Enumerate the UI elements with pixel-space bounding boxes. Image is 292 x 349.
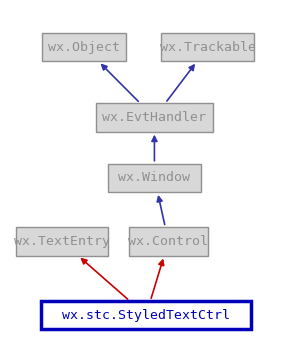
- FancyBboxPatch shape: [108, 164, 201, 192]
- Text: wx.Trackable: wx.Trackable: [160, 41, 256, 54]
- Text: wx.Window: wx.Window: [119, 171, 190, 184]
- FancyBboxPatch shape: [42, 33, 126, 61]
- Text: wx.stc.StyledTextCtrl: wx.stc.StyledTextCtrl: [62, 309, 230, 322]
- Text: wx.EvtHandler: wx.EvtHandler: [102, 111, 206, 124]
- Text: wx.Object: wx.Object: [48, 41, 120, 54]
- FancyBboxPatch shape: [129, 227, 208, 256]
- FancyBboxPatch shape: [41, 301, 251, 329]
- FancyBboxPatch shape: [16, 227, 108, 256]
- Text: wx.TextEntry: wx.TextEntry: [14, 235, 110, 248]
- FancyBboxPatch shape: [161, 33, 254, 61]
- FancyBboxPatch shape: [95, 103, 213, 132]
- Text: wx.Control: wx.Control: [128, 235, 208, 248]
